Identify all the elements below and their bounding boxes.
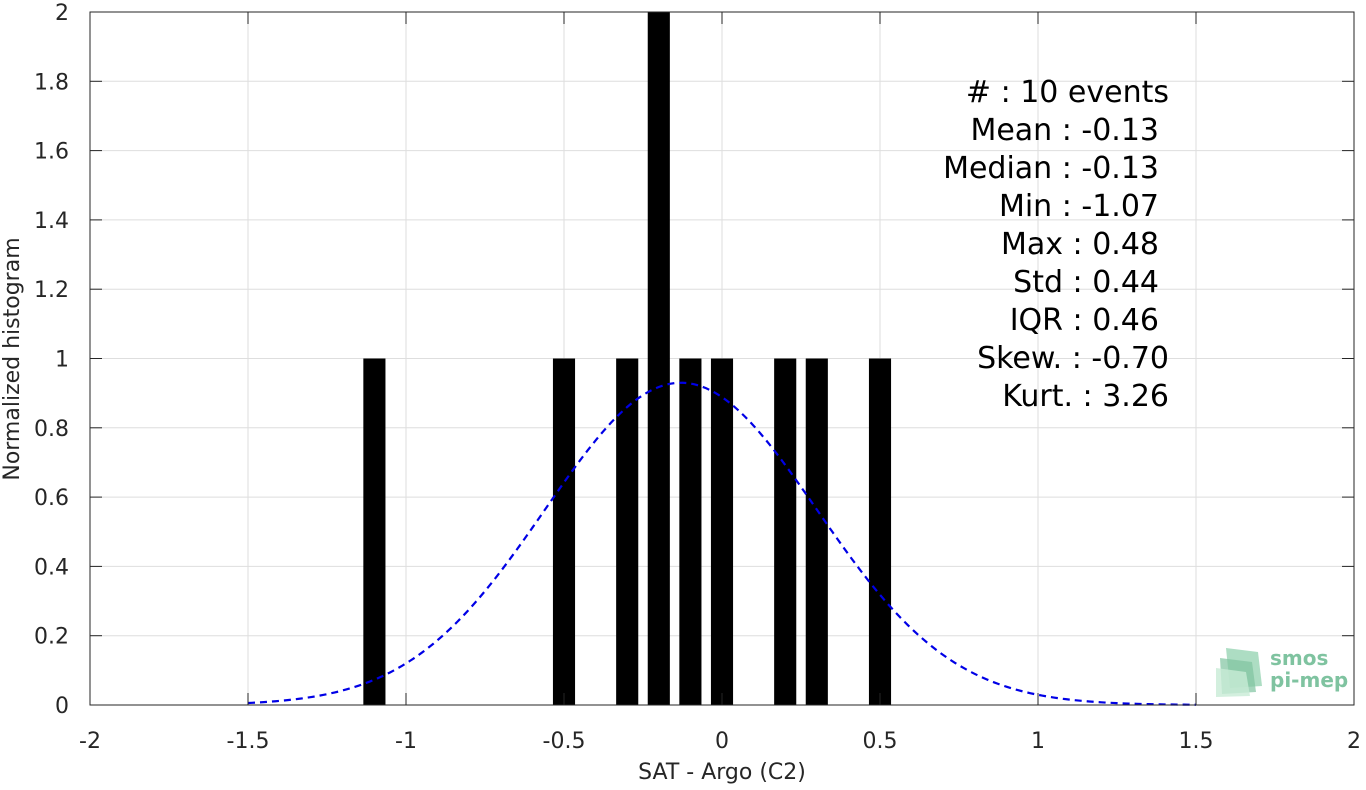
- histogram-bar: [710, 358, 734, 705]
- y-tick-label: 1.8: [34, 70, 69, 95]
- stat-line: Kurt. : 3.26: [1002, 379, 1169, 414]
- y-tick-label: 1.4: [34, 209, 69, 234]
- y-tick-label: 0.6: [34, 486, 69, 511]
- histogram-bar: [868, 358, 892, 705]
- histogram-bar: [363, 358, 386, 705]
- stat-line: Mean : -0.13: [970, 113, 1159, 148]
- logo-text-line1: smos: [1270, 646, 1328, 670]
- stat-line: Min : -1.07: [999, 189, 1159, 224]
- y-tick-labels: 0 0.2 0.4 0.6 0.8 1 1.2 1.4 1.6 1.8 2: [34, 1, 69, 719]
- y-tick-label: 0.2: [34, 625, 69, 650]
- y-tick-label: 0.8: [34, 417, 69, 442]
- y-tick-label: 2: [55, 1, 69, 26]
- histogram-bars: [363, 12, 892, 705]
- x-tick-label: 1.5: [1179, 729, 1214, 754]
- y-axis-label: Normalized histogram: [0, 237, 25, 480]
- x-tick-label: 0.5: [863, 729, 898, 754]
- x-tick-label: -0.5: [543, 729, 586, 754]
- stat-line: Max : 0.48: [1001, 227, 1159, 262]
- stat-line: Skew. : -0.70: [977, 341, 1169, 376]
- x-tick-label: -1.5: [227, 729, 270, 754]
- axis-ticks: [89, 11, 1355, 706]
- stat-line: # : 10 events: [966, 75, 1169, 110]
- smos-pi-mep-logo: smos pi-mep: [1216, 646, 1348, 697]
- logo-text-line2: pi-mep: [1270, 668, 1348, 692]
- y-tick-label: 1.6: [34, 140, 69, 165]
- stat-line: Std : 0.44: [1013, 265, 1159, 300]
- x-tick-label: -1: [395, 729, 417, 754]
- x-tick-label: -2: [79, 729, 101, 754]
- stat-line: IQR : 0.46: [1010, 303, 1159, 338]
- x-tick-label: 0: [715, 729, 729, 754]
- histogram-bar: [805, 358, 828, 705]
- y-tick-label: 1.2: [34, 278, 69, 303]
- histogram-bar: [552, 358, 576, 705]
- y-tick-label: 0.4: [34, 555, 69, 580]
- histogram-bar: [774, 358, 797, 705]
- x-tick-label: 1: [1031, 729, 1045, 754]
- y-tick-label: 0: [55, 694, 69, 719]
- histogram-bar: [679, 358, 702, 705]
- x-axis-label: SAT - Argo (C2): [638, 760, 806, 785]
- x-tick-label: 2: [1347, 729, 1361, 754]
- stat-line: Median : -0.13: [943, 151, 1159, 186]
- logo-mark-icon: [1216, 648, 1262, 697]
- histogram-bar: [647, 12, 670, 705]
- y-tick-label: 1: [55, 348, 69, 373]
- x-tick-labels: -2 -1.5 -1 -0.5 0 0.5 1 1.5 2: [79, 729, 1361, 754]
- histogram-bar: [616, 358, 639, 705]
